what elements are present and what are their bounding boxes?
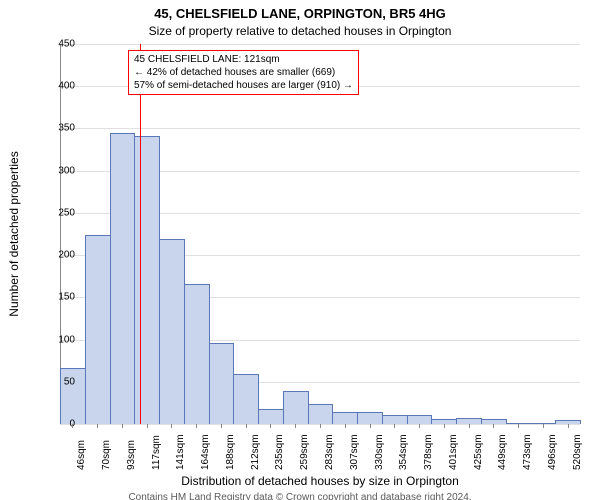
x-tick-label: 449sqm bbox=[497, 426, 508, 470]
x-tick-label: 164sqm bbox=[200, 426, 211, 470]
plot-area: 45 CHELSFIELD LANE: 121sqm← 42% of detac… bbox=[60, 44, 580, 424]
x-tick-mark bbox=[147, 424, 148, 428]
x-tick-mark bbox=[568, 424, 569, 428]
histogram-bar bbox=[184, 284, 210, 424]
x-tick-label: 259sqm bbox=[299, 426, 310, 470]
x-tick-label: 235sqm bbox=[274, 426, 285, 470]
annotation-box: 45 CHELSFIELD LANE: 121sqm← 42% of detac… bbox=[128, 50, 359, 95]
x-tick-mark bbox=[171, 424, 172, 428]
annotation-line: 57% of semi-detached houses are larger (… bbox=[134, 79, 353, 92]
x-tick-mark bbox=[518, 424, 519, 428]
x-tick-mark bbox=[221, 424, 222, 428]
x-tick-label: 401sqm bbox=[448, 426, 459, 470]
histogram-bar bbox=[382, 415, 408, 424]
y-tick-label: 200 bbox=[45, 250, 75, 261]
x-tick-label: 378sqm bbox=[423, 426, 434, 470]
x-tick-label: 425sqm bbox=[473, 426, 484, 470]
grid-line bbox=[60, 44, 580, 45]
histogram-bar bbox=[308, 404, 334, 424]
x-tick-mark bbox=[97, 424, 98, 428]
histogram-bar bbox=[159, 239, 185, 424]
x-tick-mark bbox=[122, 424, 123, 428]
y-tick-label: 150 bbox=[45, 292, 75, 303]
x-tick-label: 70sqm bbox=[101, 426, 112, 470]
histogram-bar bbox=[357, 412, 383, 424]
chart-subtitle: Size of property relative to detached ho… bbox=[0, 24, 600, 38]
x-tick-label: 188sqm bbox=[225, 426, 236, 470]
y-tick-label: 300 bbox=[45, 165, 75, 176]
x-tick-mark bbox=[419, 424, 420, 428]
y-axis-line bbox=[60, 44, 61, 424]
histogram-bar bbox=[332, 412, 358, 424]
x-tick-mark bbox=[72, 424, 73, 428]
chart-container: 45, CHELSFIELD LANE, ORPINGTON, BR5 4HG … bbox=[0, 0, 600, 500]
footnote-line-1: Contains HM Land Registry data © Crown c… bbox=[0, 492, 600, 500]
plot-inner: 45 CHELSFIELD LANE: 121sqm← 42% of detac… bbox=[60, 44, 580, 424]
x-tick-label: 354sqm bbox=[398, 426, 409, 470]
x-tick-label: 330sqm bbox=[374, 426, 385, 470]
x-tick-label: 212sqm bbox=[250, 426, 261, 470]
x-tick-mark bbox=[295, 424, 296, 428]
histogram-bar bbox=[407, 415, 433, 424]
y-tick-label: 100 bbox=[45, 334, 75, 345]
y-tick-label: 350 bbox=[45, 123, 75, 134]
histogram-bar bbox=[85, 235, 111, 424]
x-tick-mark bbox=[444, 424, 445, 428]
histogram-bar bbox=[283, 391, 309, 424]
histogram-bar bbox=[209, 343, 235, 424]
x-tick-mark bbox=[394, 424, 395, 428]
annotation-line: ← 42% of detached houses are smaller (66… bbox=[134, 66, 353, 79]
y-tick-label: 250 bbox=[45, 207, 75, 218]
x-tick-mark bbox=[270, 424, 271, 428]
x-tick-mark bbox=[543, 424, 544, 428]
chart-title: 45, CHELSFIELD LANE, ORPINGTON, BR5 4HG bbox=[0, 6, 600, 21]
histogram-bar bbox=[258, 409, 284, 424]
x-tick-label: 283sqm bbox=[324, 426, 335, 470]
reference-line bbox=[140, 44, 141, 424]
x-tick-mark bbox=[345, 424, 346, 428]
x-axis-title: Distribution of detached houses by size … bbox=[60, 474, 580, 488]
x-tick-label: 307sqm bbox=[349, 426, 360, 470]
x-tick-label: 46sqm bbox=[76, 426, 87, 470]
histogram-bar bbox=[233, 374, 259, 424]
x-tick-mark bbox=[246, 424, 247, 428]
x-tick-mark bbox=[320, 424, 321, 428]
x-tick-label: 473sqm bbox=[522, 426, 533, 470]
x-tick-mark bbox=[493, 424, 494, 428]
annotation-line: 45 CHELSFIELD LANE: 121sqm bbox=[134, 53, 353, 66]
x-tick-label: 93sqm bbox=[126, 426, 137, 470]
y-axis-title: Number of detached properties bbox=[7, 151, 21, 316]
histogram-bar bbox=[110, 133, 136, 424]
y-tick-label: 450 bbox=[45, 39, 75, 50]
x-tick-mark bbox=[196, 424, 197, 428]
x-tick-label: 520sqm bbox=[572, 426, 583, 470]
grid-line bbox=[60, 128, 580, 129]
y-tick-label: 400 bbox=[45, 81, 75, 92]
x-tick-label: 496sqm bbox=[547, 426, 558, 470]
y-tick-label: 0 bbox=[45, 419, 75, 430]
y-tick-label: 50 bbox=[45, 376, 75, 387]
x-tick-label: 117sqm bbox=[151, 426, 162, 470]
x-tick-label: 141sqm bbox=[175, 426, 186, 470]
histogram-bar bbox=[134, 136, 160, 424]
x-tick-mark bbox=[370, 424, 371, 428]
x-tick-mark bbox=[469, 424, 470, 428]
